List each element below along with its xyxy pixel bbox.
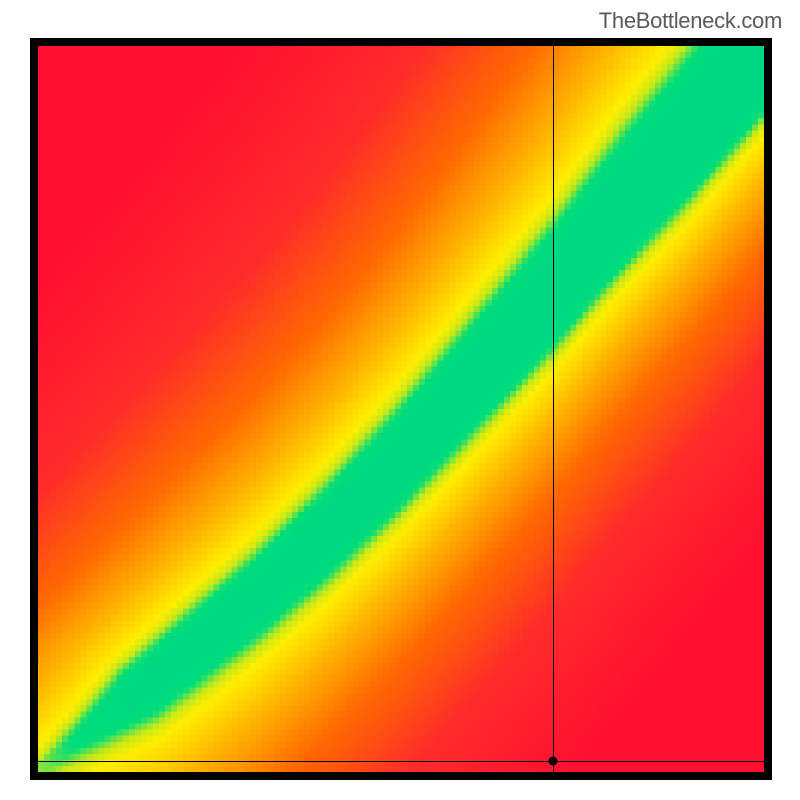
heatmap-canvas <box>38 46 764 772</box>
plot-frame <box>30 38 772 780</box>
crosshair-point <box>549 757 558 766</box>
crosshair-vertical <box>553 46 554 772</box>
watermark-text: TheBottleneck.com <box>599 8 782 34</box>
crosshair-horizontal <box>38 761 764 762</box>
